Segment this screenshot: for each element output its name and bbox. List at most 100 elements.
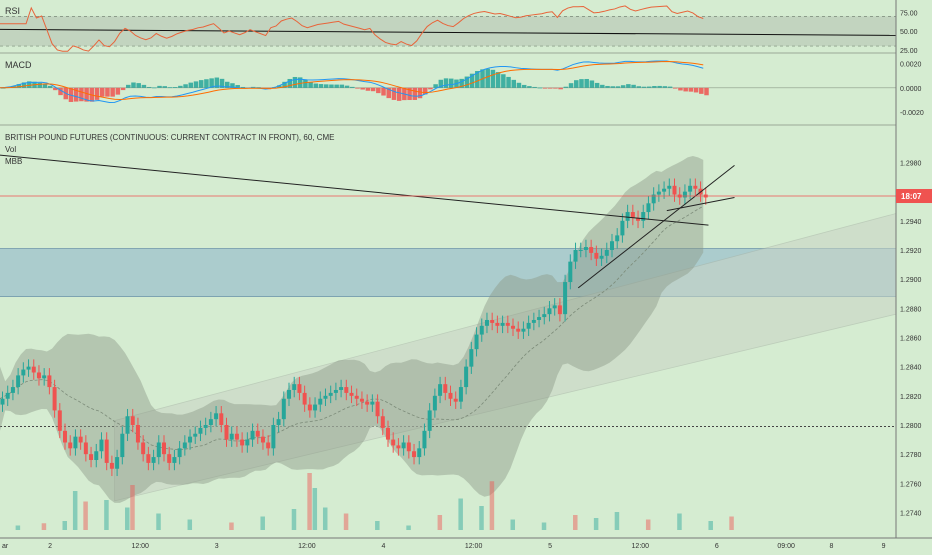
candle-body [94, 451, 99, 460]
price-pane[interactable] [0, 154, 897, 530]
candle-body [667, 185, 672, 189]
candle-body [594, 252, 599, 259]
candle-body [641, 212, 646, 221]
macd-histogram-bar [626, 84, 631, 88]
macd-histogram-bar [662, 86, 668, 88]
candle-body [662, 188, 667, 192]
macd-histogram-bar [16, 84, 22, 88]
volume-bar [708, 521, 713, 530]
candle-body [432, 395, 437, 411]
rsi-tick-label: 25.00 [900, 48, 918, 55]
macd-histogram-bar [443, 78, 449, 88]
volume-bar [510, 519, 516, 530]
volume-bar [72, 491, 78, 530]
candle-body [552, 305, 557, 309]
candle-body [630, 212, 635, 218]
macd-histogram-bar [360, 87, 365, 90]
candle-body [182, 442, 187, 449]
macd-pane[interactable] [0, 60, 932, 126]
candle-body [224, 424, 229, 440]
rsi-trend-line [0, 28, 897, 36]
candle-body [31, 366, 36, 373]
price-tick-label: 1.2800 [900, 423, 922, 430]
candle-body [636, 217, 641, 221]
time-tick-label: 4 [381, 543, 385, 550]
macd-histogram-bar [584, 78, 589, 88]
macd-histogram-bar [386, 87, 391, 99]
macd-histogram-bar [47, 85, 53, 88]
rsi-tick-label: 50.00 [900, 29, 918, 36]
bollinger-middle [0, 205, 704, 451]
candle-body [115, 457, 120, 469]
volume-bar [479, 506, 484, 530]
candle-body [240, 439, 245, 446]
candle-body [255, 430, 260, 437]
candle-body [16, 375, 21, 388]
macd-histogram-bar [120, 87, 126, 91]
candle-body [214, 413, 219, 420]
macd-histogram-bar [53, 87, 58, 91]
candle-body [453, 398, 458, 402]
candle-body [177, 448, 182, 458]
candle-body [0, 398, 5, 405]
wedge-lower-line [666, 196, 735, 212]
time-axis[interactable]: ar 2 12:00 3 12:00 4 12:00 5 12:00 6 09:00 8 9 [0, 537, 932, 550]
macd-histogram-bar [193, 81, 199, 88]
axis-background [896, 0, 932, 538]
macd-histogram-bar [376, 87, 381, 94]
time-tick-label: 6 [715, 543, 719, 550]
volume-bar [187, 519, 193, 530]
macd-histogram-bar [673, 87, 678, 89]
candle-body [365, 401, 370, 405]
macd-histogram-bar [579, 79, 584, 88]
candle-body [438, 384, 443, 396]
macd-histogram-bar [183, 84, 188, 88]
volume-bar [130, 485, 135, 530]
macd-histogram-bar [277, 85, 282, 88]
macd-histogram-bar [542, 87, 548, 89]
macd-histogram-bar [699, 87, 704, 94]
candle-body [333, 389, 338, 393]
macd-histogram-bar [297, 77, 303, 88]
candle-body [250, 430, 255, 440]
rsi-pane[interactable] [0, 5, 932, 54]
macd-histogram-bar [204, 79, 209, 88]
price-axis[interactable]: 75.00 50.00 25.00 0.0020 0.0000 -0.0020 1.2980… [895, 0, 932, 538]
macd-histogram-bar [318, 84, 324, 88]
macd-histogram-bar [21, 82, 27, 88]
candle-body [448, 392, 453, 399]
macd-histogram-bar [495, 72, 501, 88]
candle-body [417, 448, 422, 458]
candle-body [615, 235, 620, 242]
macd-histogram-bar [172, 87, 178, 88]
candle-body [57, 410, 62, 431]
macd-histogram-bar [323, 84, 329, 88]
macd-histogram-bar [131, 82, 136, 88]
candle-body [156, 442, 161, 458]
macd-histogram-bar [209, 78, 214, 88]
macd-histogram-bar [547, 87, 553, 89]
volume-bar [41, 523, 47, 530]
bollinger-band [0, 156, 704, 503]
time-tick-label: 12:00 [632, 543, 650, 550]
candle-body [469, 349, 474, 367]
macd-histogram-bar [407, 87, 412, 101]
volume-bar [593, 518, 599, 530]
candle-body [68, 442, 73, 449]
candle-body [281, 398, 286, 420]
candle-body [693, 185, 698, 189]
candle-body [656, 191, 661, 195]
candle-body [47, 375, 52, 388]
macd-histogram-bar [167, 87, 173, 89]
candle-body [625, 212, 630, 221]
candle-body [234, 433, 239, 440]
price-tick-label: 1.2820 [900, 394, 922, 401]
price-tick-label: 1.2760 [900, 481, 922, 488]
volume-bar [458, 498, 463, 530]
candle-body [688, 185, 693, 192]
rsi-line [0, 5, 704, 52]
candle-body [328, 392, 333, 396]
candle-body [208, 419, 213, 425]
candle-body [135, 424, 140, 443]
